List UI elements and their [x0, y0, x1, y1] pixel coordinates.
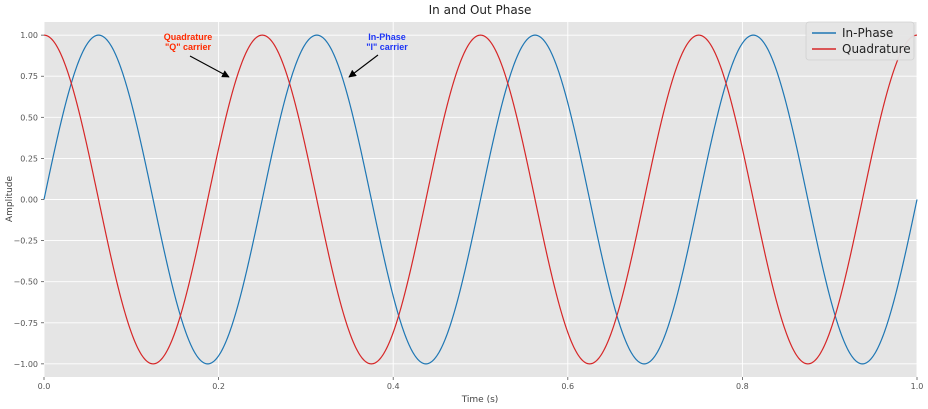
y-tick-label: 0.25 [20, 154, 38, 163]
x-tick-label: 1.0 [911, 382, 924, 391]
x-tick-label: 0.8 [736, 382, 749, 391]
annotation-text: "Q" carrier [165, 42, 212, 52]
y-tick-label: 0.75 [20, 72, 38, 81]
legend-label: Quadrature [842, 42, 911, 56]
y-tick-label: −0.50 [13, 278, 38, 287]
y-axis-ticks: −1.00 −0.75 −0.50 −0.25 0.00 0.25 0.50 0.75 1.00 [13, 31, 44, 369]
annotation-text: "I" carrier [366, 42, 408, 52]
legend-box [805, 21, 915, 61]
y-axis-label: Amplitude [5, 175, 15, 222]
annotation-arrow [348, 54, 379, 78]
y-tick-label: 1.00 [20, 31, 38, 40]
legend-label: In-Phase [842, 26, 893, 40]
x-axis-label: Time (s) [461, 395, 499, 405]
series-line-in-phase [43, 34, 918, 365]
y-tick-label: 0.00 [20, 196, 38, 205]
x-tick-label: 0.0 [38, 382, 51, 391]
annotation-text: In-Phase [368, 32, 406, 42]
legend: In-Phase Quadrature [805, 21, 915, 61]
x-tick-label: 0.6 [561, 382, 574, 391]
series-line-quadrature [43, 34, 918, 365]
y-tick-label: −0.25 [13, 237, 38, 246]
annotations: Quadrature"Q" carrier In-Phase"I" carrier [164, 32, 408, 78]
x-tick-label: 0.2 [212, 382, 225, 391]
x-tick-label: 0.4 [387, 382, 400, 391]
x-axis-ticks: 0.0 0.2 0.4 0.6 0.8 1.0 [38, 377, 924, 391]
series-lines [43, 34, 918, 365]
y-tick-label: 0.50 [20, 113, 38, 122]
y-tick-label: −1.00 [13, 360, 38, 369]
chart-title: In and Out Phase [429, 3, 532, 17]
annotation-text: Quadrature [164, 32, 213, 42]
annotation-arrow [189, 55, 230, 78]
y-tick-label: −0.75 [13, 319, 38, 328]
